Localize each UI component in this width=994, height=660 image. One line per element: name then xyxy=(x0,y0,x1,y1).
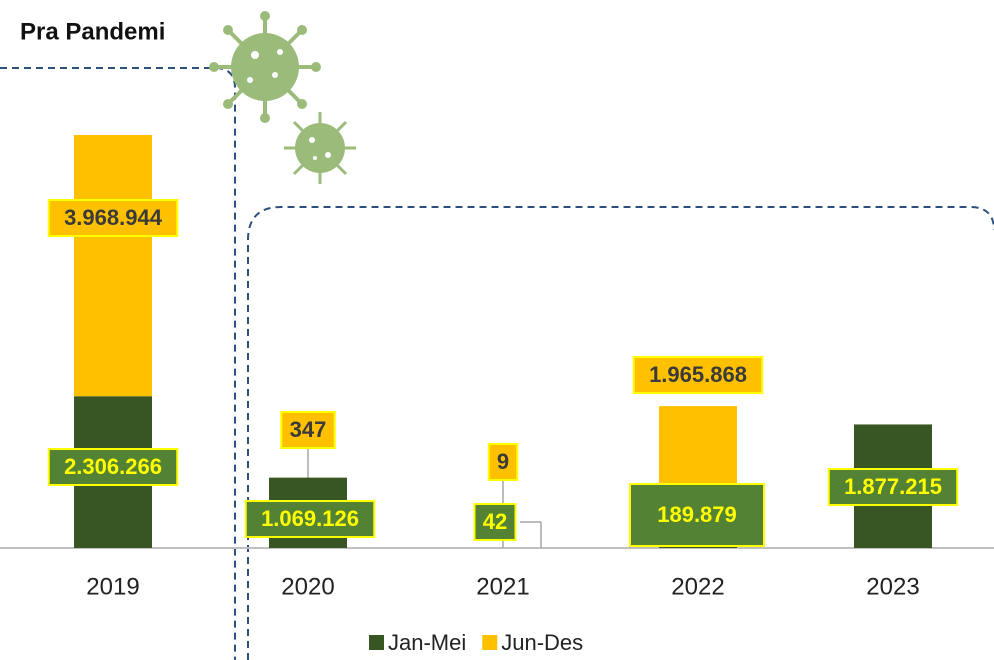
virus-icon xyxy=(284,112,356,184)
x-tick-label: 2020 xyxy=(281,573,334,600)
data-label-box xyxy=(629,483,765,547)
data-label: 347 xyxy=(290,417,327,442)
data-label: 1.069.126 xyxy=(261,506,359,531)
bar xyxy=(74,135,152,397)
annotation: Pra Pandemi xyxy=(20,18,165,45)
x-tick-label: 2019 xyxy=(86,573,139,600)
data-label: 2.306.266 xyxy=(64,454,162,479)
legend-label: Jun-Des xyxy=(501,630,583,655)
data-label: 1.877.215 xyxy=(844,474,942,499)
data-label-box xyxy=(244,500,376,538)
data-label-box xyxy=(280,411,336,449)
data-label-box xyxy=(473,503,517,541)
data-label: 1.965.868 xyxy=(649,362,747,387)
legend-swatch xyxy=(482,635,498,650)
data-label-box xyxy=(632,356,764,394)
data-label-box xyxy=(47,448,179,486)
legend-swatch xyxy=(369,635,384,650)
x-tick-label: 2022 xyxy=(671,573,724,600)
x-tick-label: 2023 xyxy=(866,573,919,600)
data-label-box xyxy=(827,468,959,506)
data-label-box xyxy=(487,443,519,481)
data-label-box xyxy=(47,199,179,237)
data-label: 3.968.944 xyxy=(64,205,163,230)
legend-label: Jan-Mei xyxy=(388,630,466,655)
pre-pandemic-frame xyxy=(0,67,236,660)
data-label: 42 xyxy=(483,509,507,534)
virus-icon xyxy=(209,11,321,123)
pandemic-frame xyxy=(247,206,994,660)
data-label: 9 xyxy=(497,449,509,474)
x-tick-label: 2021 xyxy=(476,573,529,600)
data-label: 189.879 xyxy=(657,502,737,527)
